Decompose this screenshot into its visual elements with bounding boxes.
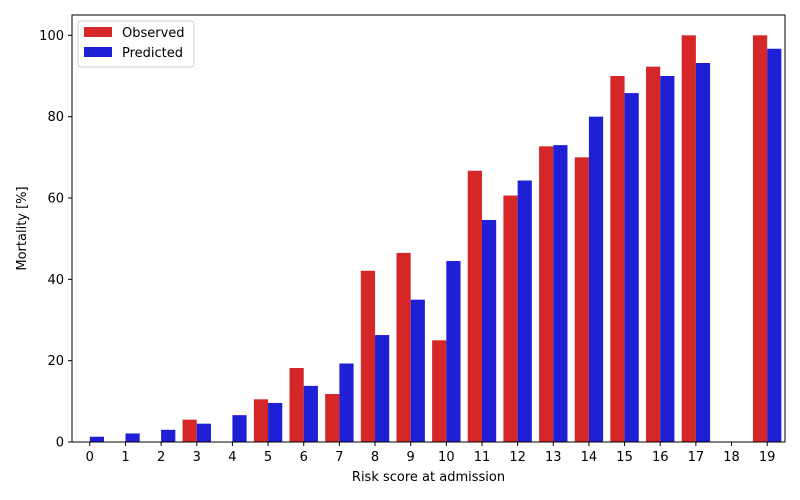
bar-predicted-15 (624, 93, 639, 442)
bar-predicted-9 (410, 299, 425, 442)
y-axis: 0 20 40 60 80 100 (39, 29, 72, 451)
x-tick-label: 10 (438, 450, 455, 465)
x-tick-label: 6 (300, 450, 308, 465)
x-tick-label: 1 (121, 450, 129, 465)
x-tick-label: 11 (474, 450, 491, 465)
legend: Observed Predicted (77, 20, 195, 68)
bar-observed-9 (396, 252, 411, 442)
bar-observed-7 (325, 394, 340, 442)
bar-observed-16 (646, 66, 661, 443)
legend-swatch-observed (84, 27, 112, 37)
bar-predicted-12 (517, 180, 532, 442)
x-tick-label: 9 (407, 450, 415, 465)
bar-predicted-0 (89, 436, 105, 442)
bar-observed-17 (681, 35, 696, 442)
bar-observed-10 (432, 340, 447, 442)
x-tick-label: 3 (193, 450, 201, 465)
y-tick-label: 100 (39, 29, 64, 44)
bar-observed-8 (360, 270, 376, 442)
bar-predicted-10 (446, 261, 461, 442)
bar-predicted-19 (767, 48, 782, 442)
x-tick-label: 7 (335, 450, 343, 465)
x-tick-label: 12 (509, 450, 526, 465)
bar-observed-11 (467, 170, 482, 442)
bar-predicted-2 (161, 429, 176, 442)
bar-predicted-5 (268, 402, 283, 442)
x-tick-label: 0 (86, 450, 94, 465)
bar-observed-5 (253, 399, 269, 442)
x-axis-label: Risk score at admission (352, 470, 505, 485)
x-axis: 0 1 2 3 4 5 6 7 8 9 10 11 12 13 14 15 16 17 18 19 (86, 442, 776, 465)
bar-predicted-16 (660, 76, 675, 442)
bar-predicted-1 (125, 433, 140, 442)
legend-label-observed: Observed (122, 26, 185, 41)
bar-predicted-4 (232, 415, 247, 442)
x-tick-label: 19 (759, 450, 776, 465)
x-tick-label: 18 (723, 450, 740, 465)
bar-observed-6 (289, 367, 304, 442)
bar-predicted-11 (481, 219, 497, 442)
y-tick-label: 60 (47, 192, 64, 207)
x-tick-label: 4 (228, 450, 236, 465)
x-tick-label: 15 (616, 450, 633, 465)
bar-predicted-6 (303, 385, 318, 442)
plot-area (89, 35, 782, 443)
y-tick-label: 40 (47, 273, 64, 288)
bar-observed-13 (539, 146, 554, 442)
y-tick-label: 20 (47, 354, 64, 369)
bar-predicted-14 (588, 116, 604, 443)
bar-observed-3 (182, 419, 197, 442)
x-tick-label: 2 (157, 450, 165, 465)
x-tick-label: 16 (652, 450, 669, 465)
bar-observed-15 (610, 76, 625, 442)
y-tick-label: 80 (47, 110, 64, 125)
x-tick-label: 8 (371, 450, 379, 465)
legend-swatch-predicted (84, 47, 112, 57)
y-axis-label: Mortality [%] (15, 186, 30, 270)
x-tick-label: 5 (264, 450, 272, 465)
bar-observed-14 (574, 157, 589, 442)
bar-predicted-8 (375, 335, 390, 442)
bar-predicted-17 (695, 62, 711, 443)
legend-label-predicted: Predicted (122, 46, 183, 61)
y-tick-label: 0 (56, 436, 64, 451)
plot-frame (71, 14, 786, 443)
bar-observed-12 (503, 195, 518, 442)
bar-predicted-7 (339, 363, 354, 442)
x-tick-label: 17 (688, 450, 705, 465)
bar-observed-19 (752, 35, 768, 442)
bar-predicted-13 (553, 145, 568, 442)
bar-predicted-3 (196, 423, 211, 442)
x-tick-label: 14 (581, 450, 598, 465)
x-tick-label: 13 (545, 450, 562, 465)
